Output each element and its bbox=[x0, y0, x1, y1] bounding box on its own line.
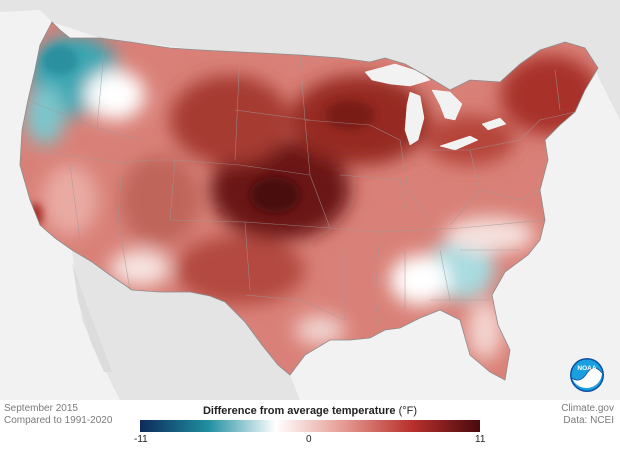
legend-title: Difference from average temperature (°F) bbox=[140, 405, 480, 417]
credit-source: Climate.gov bbox=[561, 403, 614, 414]
state-borders bbox=[27, 39, 576, 331]
mexico-land bbox=[72, 250, 300, 400]
legend-mid-label: 0 bbox=[306, 434, 312, 445]
caption-baseline: Compared to 1991-2020 bbox=[4, 415, 113, 426]
legend-title-text: Difference from average temperature bbox=[202, 405, 396, 417]
legend-color-bar bbox=[140, 420, 480, 432]
legend-min-label: -11 bbox=[134, 434, 148, 445]
caption-date: September 2015 bbox=[4, 403, 78, 414]
temperature-anomaly-map bbox=[0, 0, 620, 400]
great-lakes bbox=[364, 63, 507, 151]
noaa-logo-text: NOAA bbox=[577, 365, 596, 372]
noaa-logo-icon: NOAA bbox=[570, 358, 604, 392]
canada-land bbox=[0, 0, 620, 120]
credit-data: Data: NCEI bbox=[563, 415, 614, 426]
legend-unit: (°F) bbox=[398, 405, 418, 417]
us-outline bbox=[19, 21, 599, 381]
legend-max-label: 11 bbox=[475, 434, 486, 445]
